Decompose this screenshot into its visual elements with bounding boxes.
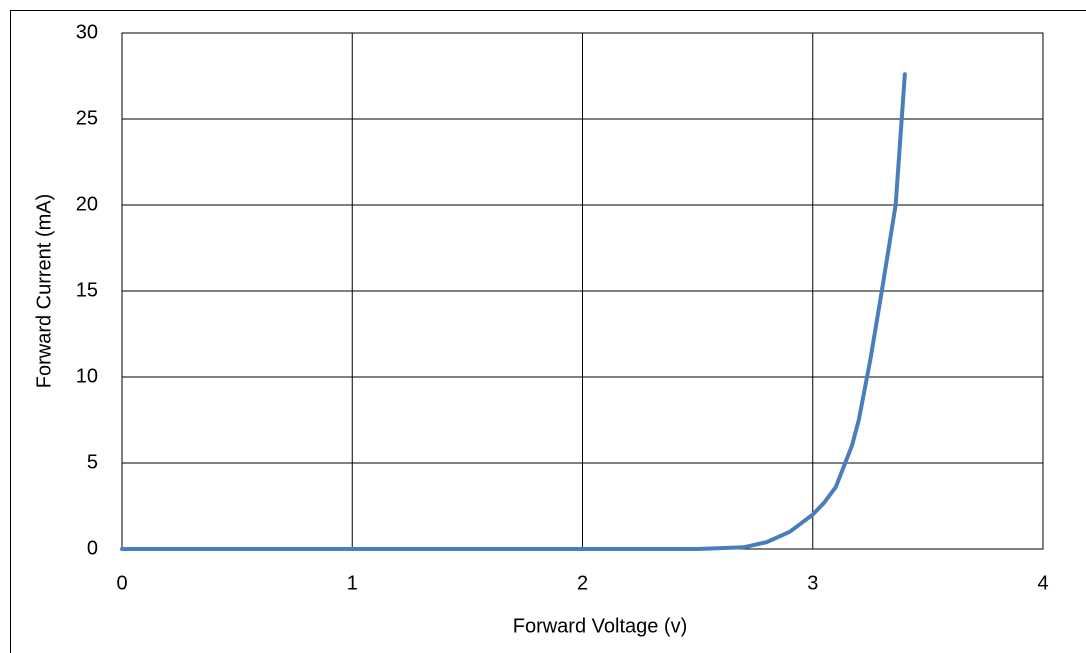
- y-axis-title: Forward Current (mA): [33, 194, 55, 388]
- y-tick-label: 10: [76, 365, 98, 387]
- y-tick-label: 5: [87, 451, 98, 473]
- chart-frame: [10, 10, 1086, 653]
- y-tick-label: 0: [87, 537, 98, 559]
- x-tick-label: 0: [116, 572, 127, 594]
- y-tick-label: 15: [76, 279, 98, 301]
- x-tick-label: 3: [807, 572, 818, 594]
- y-tick-label: 25: [76, 107, 98, 129]
- data-line: [120, 72, 907, 551]
- y-tick-label: 30: [76, 21, 98, 43]
- x-tick-label: 4: [1037, 572, 1048, 594]
- x-tick-label: 2: [577, 572, 588, 594]
- y-tick-label: 20: [76, 193, 98, 215]
- x-tick-label: 1: [347, 572, 358, 594]
- x-axis-title: Forward Voltage (v): [513, 615, 688, 637]
